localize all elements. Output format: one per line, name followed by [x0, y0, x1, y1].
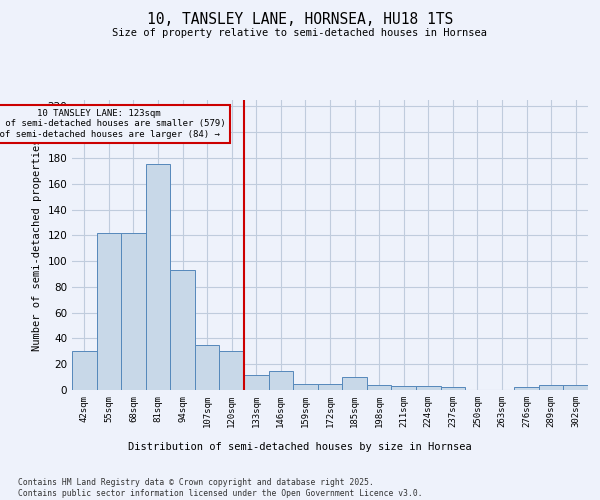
- Text: Distribution of semi-detached houses by size in Hornsea: Distribution of semi-detached houses by …: [128, 442, 472, 452]
- Bar: [342, 377, 367, 390]
- Bar: [121, 233, 146, 390]
- Bar: [97, 233, 121, 390]
- Bar: [220, 352, 244, 390]
- Bar: [195, 345, 220, 390]
- Bar: [293, 384, 318, 390]
- Bar: [72, 352, 97, 390]
- Text: Contains HM Land Registry data © Crown copyright and database right 2025.
Contai: Contains HM Land Registry data © Crown c…: [18, 478, 422, 498]
- Y-axis label: Number of semi-detached properties: Number of semi-detached properties: [32, 138, 42, 352]
- Bar: [170, 270, 195, 390]
- Bar: [440, 388, 465, 390]
- Text: 10, TANSLEY LANE, HORNSEA, HU18 1TS: 10, TANSLEY LANE, HORNSEA, HU18 1TS: [147, 12, 453, 28]
- Bar: [391, 386, 416, 390]
- Bar: [367, 385, 391, 390]
- Bar: [563, 385, 588, 390]
- Bar: [146, 164, 170, 390]
- Bar: [244, 374, 269, 390]
- Bar: [539, 385, 563, 390]
- Text: Size of property relative to semi-detached houses in Hornsea: Size of property relative to semi-detach…: [113, 28, 487, 38]
- Bar: [514, 388, 539, 390]
- Text: 10 TANSLEY LANE: 123sqm
← 87% of semi-detached houses are smaller (579)
13% of s: 10 TANSLEY LANE: 123sqm ← 87% of semi-de…: [0, 109, 226, 139]
- Bar: [318, 384, 342, 390]
- Bar: [416, 386, 440, 390]
- Bar: [269, 370, 293, 390]
